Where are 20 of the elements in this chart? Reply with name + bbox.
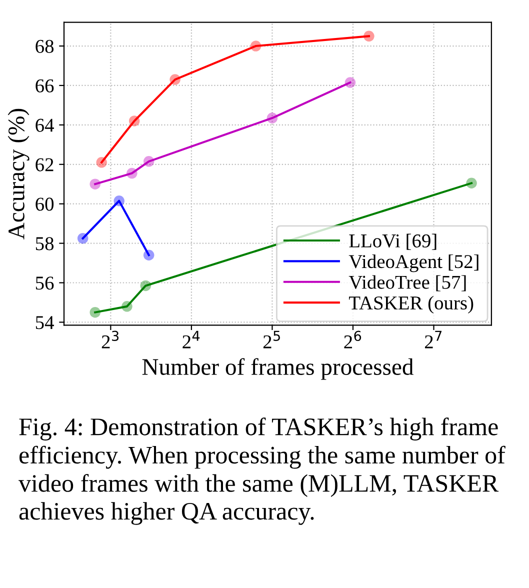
y-tick-label: 60	[36, 198, 54, 211]
legend-label: TASKER (ours)	[349, 296, 474, 314]
y-axis-title: Accuracy (%)	[8, 108, 30, 240]
y-tick-label: 58	[36, 237, 54, 250]
x-axis-title: Number of frames processed	[142, 358, 414, 380]
y-tick-label: 56	[36, 276, 54, 290]
legend-label: VideoTree [57]	[348, 275, 466, 292]
x-tick-label: 2$^{6}$	[344, 330, 362, 348]
x-tick-label: 2$^{5}$	[263, 330, 280, 348]
legend-label: VideoAgent [52]	[348, 254, 478, 272]
y-tick-label: 68	[36, 40, 54, 53]
y-tick-label: 62	[36, 158, 54, 172]
x-tick-label: 2$^{3}$	[102, 330, 119, 348]
caption: Fig. 4: Demonstration of TASKER’s high frame efficiency. When processing the same number of video frames with the same (M)LLM, TASKER achieves higher QA accuracy.	[18, 417, 506, 525]
y-tick-label: 66	[36, 79, 54, 92]
y-tick-label: 64	[36, 118, 54, 132]
x-tick-label: 2$^{4}$	[182, 330, 200, 348]
x-tick-label: 2$^{7}$	[424, 330, 442, 348]
legend-label: LLoVi [69]	[349, 234, 436, 250]
y-tick-label: 54	[36, 316, 54, 330]
